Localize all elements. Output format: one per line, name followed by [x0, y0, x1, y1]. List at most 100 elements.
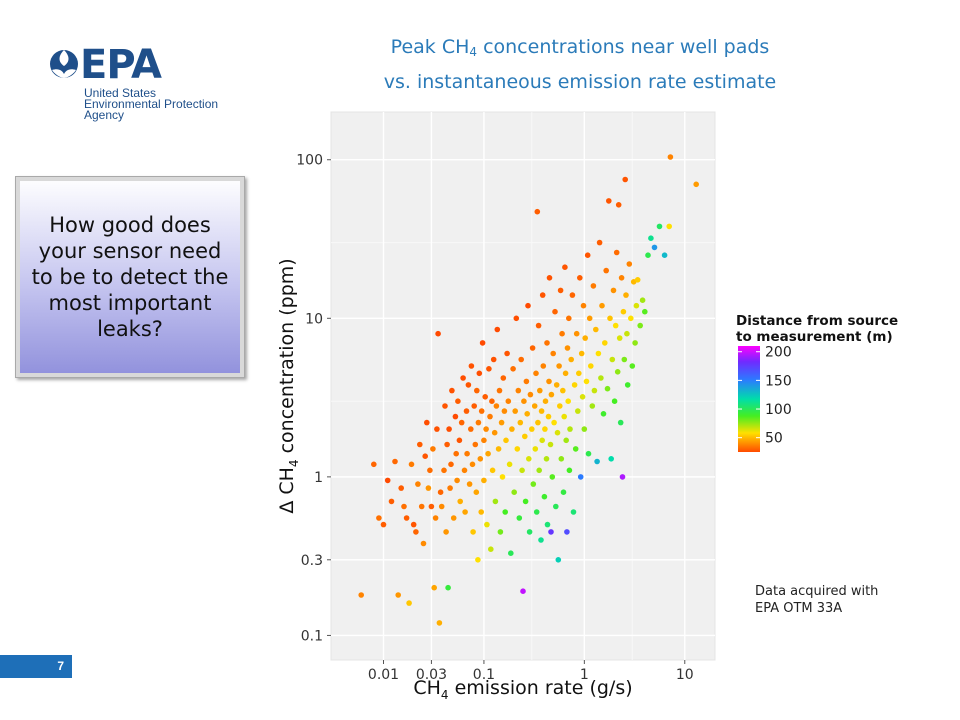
- data-point: [478, 509, 484, 515]
- data-point: [562, 264, 568, 270]
- legend-colorbar: [738, 346, 760, 452]
- data-point: [557, 403, 563, 409]
- data-point: [441, 467, 447, 474]
- data-point: [505, 398, 512, 405]
- data-point: [555, 557, 562, 563]
- data-point: [482, 394, 488, 400]
- data-point: [481, 477, 487, 484]
- data-point: [621, 356, 628, 363]
- data-point: [577, 275, 583, 281]
- org-line: Environmental Protection: [84, 97, 219, 111]
- data-point: [599, 302, 605, 309]
- data-point: [547, 441, 554, 448]
- data-point: [585, 450, 592, 457]
- page-number: 7: [0, 655, 72, 678]
- title-text: Peak CH: [390, 36, 470, 58]
- data-point: [562, 370, 569, 377]
- data-point: [564, 345, 571, 351]
- data-point: [512, 408, 518, 414]
- data-point: [454, 477, 460, 484]
- data-source-note: Data acquired with EPA OTM 33A: [755, 583, 878, 617]
- epa-logo: EPA: [50, 42, 163, 88]
- data-point: [604, 385, 611, 392]
- note-line: Data acquired with: [755, 584, 879, 599]
- data-point: [476, 370, 483, 377]
- data-point: [610, 287, 617, 294]
- data-point: [565, 398, 571, 405]
- x-axis: 0.01 0.03 0.1 1 10: [368, 660, 694, 683]
- data-point: [600, 411, 607, 417]
- data-point: [430, 446, 436, 452]
- data-point: [408, 461, 415, 468]
- data-point: [624, 382, 631, 388]
- data-point: [648, 235, 654, 241]
- data-point: [553, 503, 559, 510]
- title-text: concentrations near well pads: [477, 36, 770, 58]
- data-point: [380, 521, 387, 528]
- data-point: [530, 481, 537, 487]
- data-point: [484, 521, 490, 528]
- data-point: [666, 223, 672, 230]
- data-point: [549, 474, 556, 480]
- data-point: [477, 456, 484, 462]
- data-point: [541, 493, 548, 500]
- y-tick-label: 10: [305, 311, 323, 327]
- data-point: [437, 489, 444, 496]
- data-point: [525, 302, 531, 309]
- data-point: [494, 326, 501, 333]
- data-point: [468, 426, 474, 432]
- data-point: [468, 363, 475, 369]
- data-point: [491, 429, 498, 436]
- x-tick-label: 0.01: [368, 667, 399, 683]
- data-point: [595, 350, 602, 357]
- data-point: [539, 292, 546, 298]
- data-point: [614, 369, 621, 375]
- data-point: [471, 403, 477, 409]
- data-point: [456, 437, 463, 444]
- epa-logo-wordmark: EPA: [80, 42, 162, 88]
- legend-tick-label: 50: [765, 431, 783, 447]
- data-point: [533, 509, 540, 515]
- data-point: [501, 408, 508, 414]
- data-point: [472, 441, 479, 448]
- data-point: [589, 403, 596, 409]
- data-point: [548, 391, 555, 398]
- data-point: [473, 489, 480, 496]
- data-point: [413, 529, 419, 535]
- note-line: EPA OTM 33A: [755, 601, 843, 616]
- data-point: [542, 426, 548, 432]
- data-point: [642, 308, 648, 315]
- data-point: [449, 387, 455, 394]
- data-point: [424, 419, 430, 426]
- data-point: [632, 340, 638, 346]
- data-point: [401, 503, 407, 510]
- data-point: [461, 467, 468, 474]
- data-point: [576, 370, 582, 377]
- data-point: [629, 363, 636, 369]
- data-point: [544, 521, 551, 528]
- data-point: [388, 498, 395, 505]
- data-point: [523, 378, 530, 385]
- data-point: [571, 382, 578, 388]
- data-point: [513, 315, 520, 322]
- data-point: [492, 498, 499, 505]
- data-point: [602, 340, 608, 346]
- data-point: [443, 529, 449, 535]
- data-point: [500, 375, 507, 381]
- data-point: [582, 335, 588, 341]
- data-point: [422, 453, 428, 460]
- data-point: [392, 458, 398, 465]
- data-point: [607, 315, 613, 322]
- data-point: [398, 485, 404, 491]
- data-point: [603, 267, 609, 274]
- data-point: [445, 584, 451, 591]
- data-point: [622, 176, 628, 183]
- data-point: [478, 408, 485, 414]
- data-point: [569, 292, 576, 298]
- data-point: [633, 302, 640, 309]
- data-point: [418, 503, 425, 510]
- epa-flower-icon: [50, 50, 78, 78]
- data-point: [502, 509, 508, 515]
- data-point: [527, 391, 534, 398]
- data-point: [515, 387, 522, 394]
